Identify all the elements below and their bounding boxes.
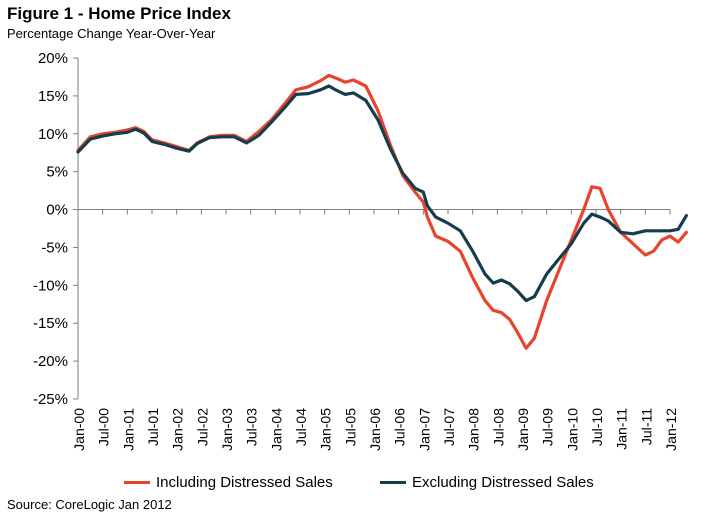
legend-item-including: Including Distressed Sales bbox=[124, 474, 333, 491]
x-tick-label: Jan-09 bbox=[515, 408, 531, 451]
x-tick-label: Jan-10 bbox=[564, 408, 580, 451]
y-tick-label: -20% bbox=[33, 353, 68, 370]
x-tick-label: Jan-07 bbox=[416, 408, 432, 451]
x-tick-label: Jul-00 bbox=[96, 408, 112, 446]
y-tick-label: 20% bbox=[38, 50, 68, 67]
x-tick-label: Jul-06 bbox=[392, 408, 408, 446]
x-tick-label: Jul-10 bbox=[589, 408, 605, 446]
x-tick-label: Jan-00 bbox=[71, 408, 87, 451]
y-tick-label: 5% bbox=[46, 164, 68, 181]
legend-label-excluding: Excluding Distressed Sales bbox=[412, 474, 594, 491]
x-tick-label: Jul-07 bbox=[441, 408, 457, 446]
x-tick-label: Jul-11 bbox=[638, 408, 654, 445]
source-note: Source: CoreLogic Jan 2012 bbox=[7, 497, 172, 512]
y-tick-label: -15% bbox=[33, 315, 68, 332]
x-tick-label: Jan-01 bbox=[120, 408, 136, 451]
x-tick-label: Jul-03 bbox=[244, 408, 260, 446]
legend-item-excluding: Excluding Distressed Sales bbox=[380, 474, 594, 491]
y-tick-label: -25% bbox=[33, 391, 68, 408]
x-tick-label: Jan-11 bbox=[614, 408, 630, 450]
x-tick-label: Jul-02 bbox=[194, 408, 210, 446]
y-tick-label: 10% bbox=[38, 126, 68, 143]
chart-title: Figure 1 - Home Price Index bbox=[7, 4, 231, 23]
legend-swatch-excluding bbox=[380, 481, 406, 484]
x-tick-label: Jul-04 bbox=[293, 408, 309, 446]
x-tick-label: Jan-05 bbox=[318, 408, 334, 451]
x-tick-label: Jul-05 bbox=[342, 408, 358, 446]
y-tick-label: -10% bbox=[33, 277, 68, 294]
series-line-excluding bbox=[76, 84, 689, 303]
x-tick-label: Jan-06 bbox=[367, 408, 383, 451]
x-tick-label: Jul-08 bbox=[490, 408, 506, 446]
y-tick-label: -5% bbox=[41, 239, 68, 256]
x-tick-label: Jan-08 bbox=[466, 408, 482, 451]
legend-label-including: Including Distressed Sales bbox=[156, 474, 333, 491]
x-tick-label: Jan-03 bbox=[219, 408, 235, 451]
x-tick-label: Jul-09 bbox=[540, 408, 556, 446]
x-tick-label: Jan-02 bbox=[170, 408, 186, 451]
x-tick-label: Jan-12 bbox=[663, 408, 679, 451]
y-tick-label: 0% bbox=[46, 202, 68, 219]
legend-swatch-including bbox=[124, 481, 150, 484]
x-tick-label: Jan-04 bbox=[268, 408, 284, 451]
chart-subtitle: Percentage Change Year-Over-Year bbox=[7, 26, 216, 41]
x-tick-label: Jul-01 bbox=[145, 408, 161, 446]
y-tick-label: 15% bbox=[38, 88, 68, 105]
series-line-including bbox=[76, 73, 689, 350]
